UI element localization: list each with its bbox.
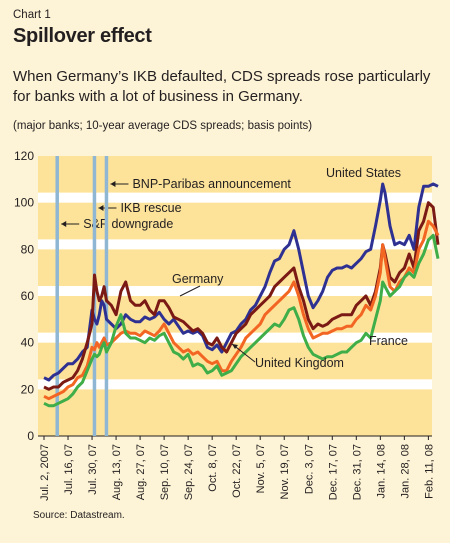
chart-subtitle: When Germany’s IKB defaulted, CDS spread… [13,68,431,105]
label-united-kingdom: United Kingdom [255,356,344,370]
y-tick-label: 60 [21,289,35,303]
y-tick-label: 80 [21,242,35,256]
units-note: (major banks; 10-year average CDS spread… [13,120,313,132]
event-lines: S&P downgrade IKB rescue BNP-Paribas annou… [55,156,291,436]
x-tick-label: Oct. 22, 07 [231,444,243,498]
x-tick-label: Nov. 5, 07 [255,444,267,493]
x-tick-label: Jul. 2, 2007 [39,444,51,501]
x-axis: Jul. 2, 2007 Jul. 16, 07 Jul. 30, 07 Aug. 1… [39,436,435,501]
chart-number: Chart 1 [13,9,51,21]
series-line-france [43,233,440,408]
x-tick-label: Jul. 30, 07 [87,444,99,495]
label-leader [179,285,201,297]
x-tick-label: Aug. 27, 07 [135,444,147,500]
event-arrowhead [98,205,104,211]
y-tick-label: 40 [21,336,35,350]
label-germany: Germany [172,272,224,286]
y-axis: 0 20 40 60 80 100 120 [14,149,34,443]
x-tick-label: Dec. 31, 07 [351,444,363,500]
event-label: IKB rescue [120,201,181,215]
series-line-united-states [43,182,439,382]
x-tick-label: Nov. 19, 07 [279,444,291,499]
x-tick-label: Dec. 3, 07 [303,444,315,494]
y-tick-label: 0 [27,429,34,443]
x-tick-label: Sep. 10, 07 [159,444,171,500]
x-tick-label: Oct. 8, 07 [207,444,219,492]
label-united-states: United States [326,166,401,180]
label-france: France [369,334,408,348]
annotations: United States Germany United Kingdom Fra… [172,166,408,370]
x-tick-label: Aug. 13, 07 [111,444,123,500]
series-line-germany [43,201,440,391]
x-tick-label: Dec. 17, 07 [327,444,339,500]
plot-band [38,389,432,436]
x-tick-label: Jan. 14, 08 [375,444,387,498]
event-arrowhead [61,221,67,227]
chart-title: Spillover effect [13,25,152,47]
event-label: S&P downgrade [83,217,173,231]
series-line-united-kingdom [43,219,440,401]
x-tick-label: Feb. 11, 08 [423,444,435,499]
x-tick-label: Jul. 16, 07 [63,444,75,495]
event-label: BNP-Paribas announcement [132,177,291,191]
y-tick-label: 100 [14,196,34,210]
source-note: Source: Datastream. [33,510,125,521]
event-arrowhead [110,181,116,187]
label-arrowhead [232,344,238,349]
y-tick-label: 120 [14,149,34,163]
y-tick-label: 20 [21,382,35,396]
x-tick-label: Sep. 24, 07 [183,444,195,500]
x-tick-label: Jan. 28, 08 [399,444,411,498]
plot-bands [38,156,432,437]
series-lines [43,182,440,408]
